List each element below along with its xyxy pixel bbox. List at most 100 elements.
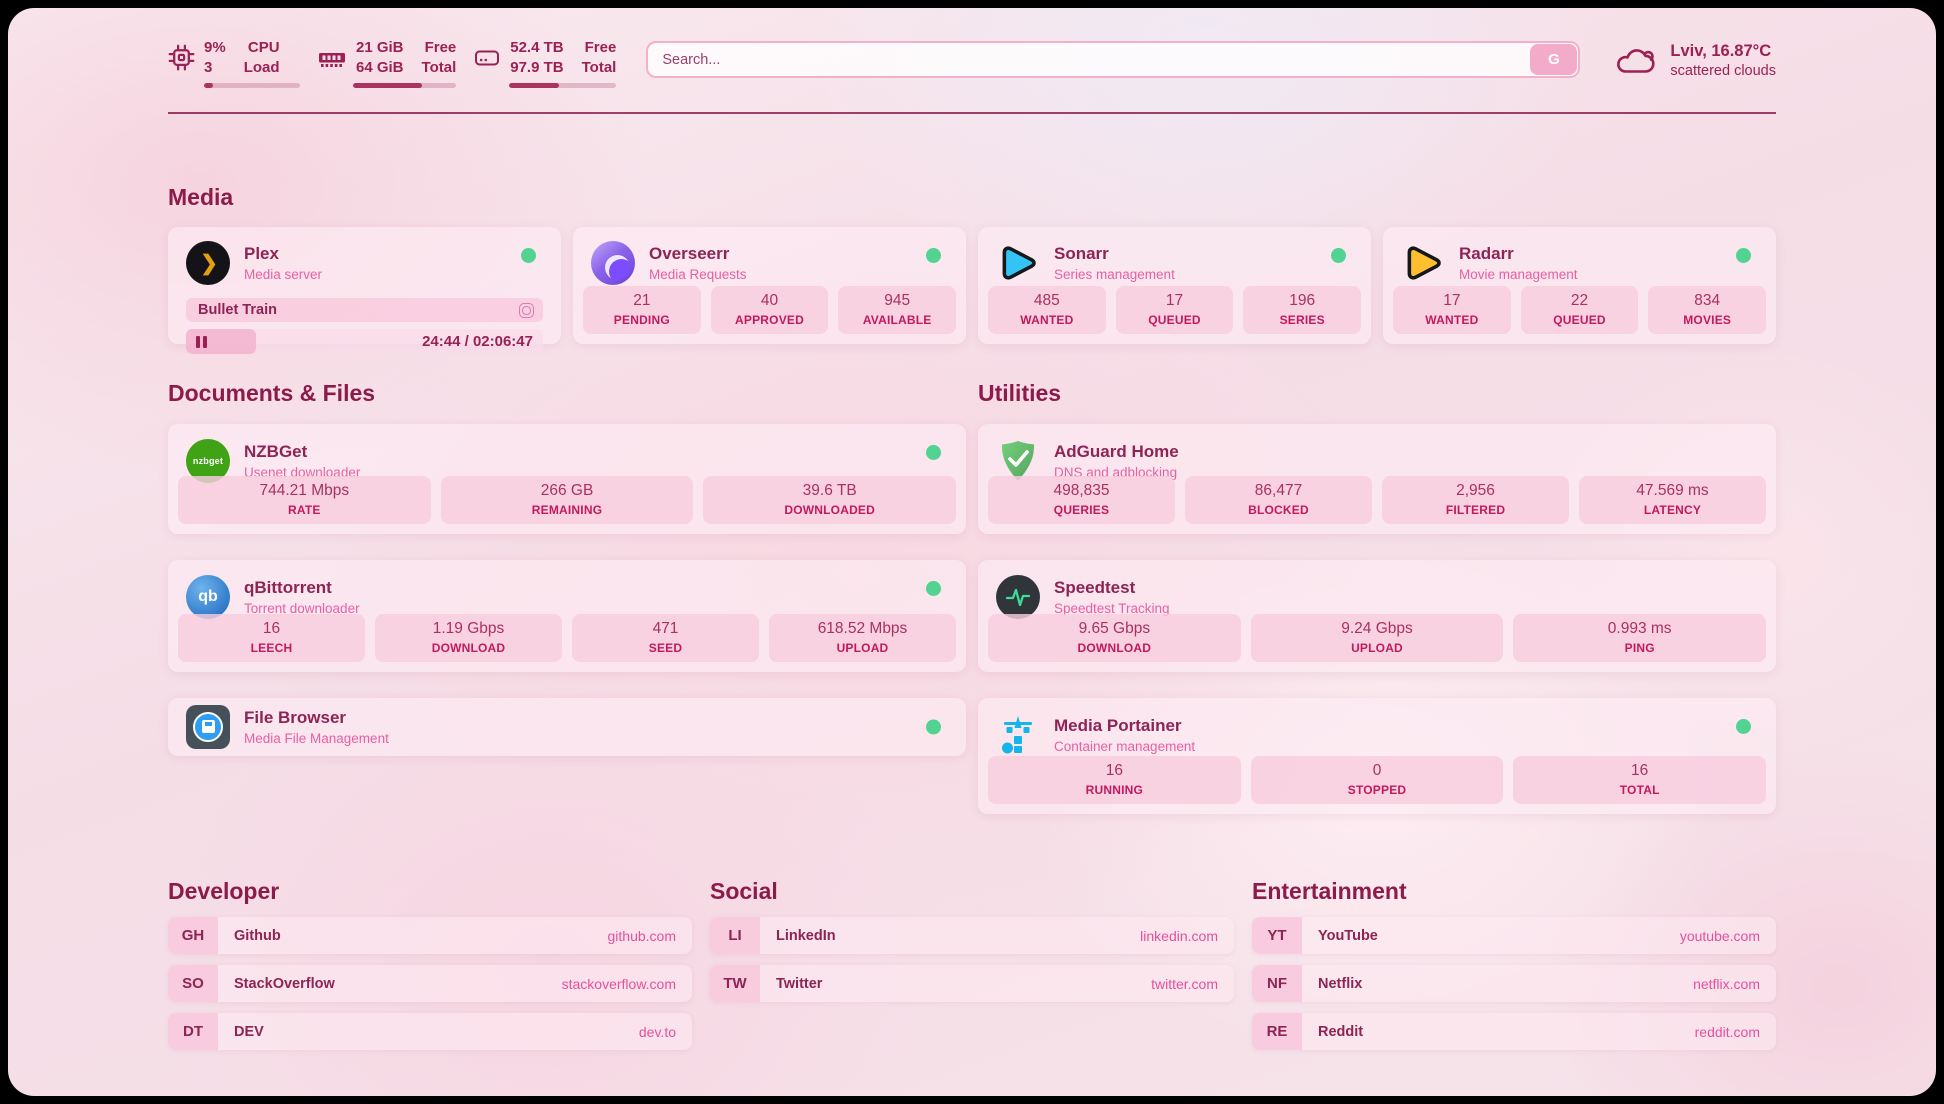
stat-tile: 744.21 Mbps RATE — [178, 475, 431, 524]
disk-widget: 52.4 TB 97.9 TB Free Total — [473, 38, 617, 88]
plex-card[interactable]: ❯ Plex Media server Bullet Train 24:44 /… — [168, 227, 561, 355]
search-engine-button[interactable]: G — [1530, 44, 1578, 75]
bookmark-twitter[interactable]: TW Twitter twitter.com — [710, 965, 1234, 1003]
stat-tile: 17 QUEUED — [1115, 286, 1234, 335]
bookmark-reddit[interactable]: RE Reddit reddit.com — [1252, 1013, 1776, 1051]
stat-tile: 22 QUEUED — [1520, 286, 1639, 335]
cpu-usage-value: 9% — [204, 39, 226, 56]
sonarr-card[interactable]: Sonarr Series management 485 WANTED 17 Q… — [978, 227, 1371, 345]
memory-widget: 21 GiB 64 GiB Free Total — [317, 38, 457, 88]
app-description: Container management — [1054, 738, 1196, 754]
bookmark-badge: DT — [168, 1013, 218, 1051]
radarr-card[interactable]: Radarr Movie management 17 WANTED 22 QUE… — [1383, 227, 1776, 345]
bookmark-name: Netflix — [1318, 975, 1363, 992]
app-description: Movie management — [1459, 267, 1578, 283]
app-description: Media File Management — [244, 730, 389, 746]
speedtest-pulse-icon — [996, 574, 1040, 619]
app-name: NZBGet — [244, 441, 308, 461]
stat-tile: 39.6 TB DOWNLOADED — [703, 475, 957, 524]
filebrowser-icon — [186, 704, 230, 749]
stat-tile: 2,956 FILTERED — [1382, 475, 1569, 524]
media-section-title: Media — [168, 183, 234, 210]
app-description: Speedtest Tracking — [1054, 600, 1170, 616]
status-online-dot — [521, 248, 536, 264]
memory-progress-bar — [353, 82, 457, 88]
stat-tile: 47.569 ms LATENCY — [1579, 475, 1766, 524]
disk-free-label: Free — [584, 39, 617, 56]
social-section-title: Social — [710, 877, 778, 904]
now-playing-row: Bullet Train — [186, 298, 543, 323]
bookmark-dev[interactable]: DT DEV dev.to — [168, 1013, 692, 1051]
portainer-card[interactable]: Media Portainer Container management 16 … — [978, 697, 1776, 814]
search-input[interactable] — [646, 41, 1581, 78]
documents-section-title: Documents & Files — [168, 380, 376, 407]
bookmark-stackoverflow[interactable]: SO StackOverflow stackoverflow.com — [168, 965, 692, 1003]
dashboard-frame: 9% 3 CPU Load — [8, 8, 1936, 1096]
bookmark-badge: GH — [168, 917, 218, 955]
filebrowser-card[interactable]: File Browser Media File Management — [168, 697, 966, 756]
disk-total-label: Total — [581, 58, 617, 76]
bookmark-badge: YT — [1252, 917, 1302, 955]
overseerr-card[interactable]: Overseerr Media Requests 21 PENDING 40 A… — [573, 227, 966, 345]
bookmark-linkedin[interactable]: LI LinkedIn linkedin.com — [710, 917, 1234, 955]
entertainment-section-title: Entertainment — [1252, 877, 1407, 904]
adguard-card[interactable]: AdGuard Home DNS and adblocking 498,835 … — [978, 423, 1776, 534]
media-type-icon — [519, 302, 534, 318]
pause-icon[interactable] — [196, 335, 207, 348]
bookmark-name: Reddit — [1318, 1023, 1364, 1040]
bookmark-netflix[interactable]: NF Netflix netflix.com — [1252, 965, 1776, 1003]
stat-tile: 618.52 Mbps UPLOAD — [769, 613, 956, 662]
bookmark-url: youtube.com — [1679, 927, 1760, 944]
app-description: Series management — [1054, 267, 1175, 283]
stat-tile: 196 SERIES — [1243, 286, 1362, 335]
app-name: File Browser — [244, 707, 347, 727]
media-grid: ❯ Plex Media server Bullet Train 24:44 /… — [168, 227, 1776, 355]
speedtest-card[interactable]: Speedtest Speedtest Tracking 9.65 Gbps D… — [978, 559, 1776, 672]
bookmark-url: stackoverflow.com — [561, 975, 676, 992]
bookmark-badge: NF — [1252, 965, 1302, 1003]
ram-icon — [317, 44, 347, 71]
stat-tile: 485 WANTED — [988, 286, 1106, 335]
search-bar: G — [646, 41, 1581, 78]
memory-progress-fill — [353, 82, 423, 88]
stat-tile: 16 RUNNING — [988, 755, 1241, 804]
qbittorrent-card[interactable]: qb qBittorrent Torrent downloader 16 — [168, 559, 966, 672]
social-column: Social LI LinkedIn linkedin.com TW Twitt… — [710, 814, 1234, 1003]
weather-location: Lviv, 16.87°C — [1670, 42, 1772, 60]
stat-tile: 40 APPROVED — [710, 286, 829, 335]
stat-tile: 16 LEECH — [178, 613, 365, 662]
developer-column: Developer GH Github github.com SO StackO… — [168, 814, 692, 1051]
app-name: AdGuard Home — [1054, 441, 1179, 461]
plex-chevron-glyph: ❯ — [200, 251, 218, 275]
top-bar: 9% 3 CPU Load — [168, 8, 1776, 88]
nzbget-icon: nzbget — [186, 438, 230, 483]
now-playing-title: Bullet Train — [198, 302, 277, 319]
status-online-dot — [1736, 718, 1751, 734]
nzbget-card[interactable]: nzbget NZBGet Usenet downloader 744.21 M… — [168, 423, 966, 534]
playback-time: 24:44 / 02:06:47 — [422, 333, 533, 351]
stat-tile: 945 AVAILABLE — [838, 286, 957, 335]
app-name: qBittorrent — [244, 577, 332, 597]
bookmark-url: dev.to — [638, 1023, 676, 1040]
utilities-column: Utilities — [978, 344, 1776, 814]
bookmark-youtube[interactable]: YT YouTube youtube.com — [1252, 917, 1776, 955]
stat-tile: 1.19 Gbps DOWNLOAD — [375, 613, 562, 662]
app-description: Media server — [244, 267, 323, 283]
bookmark-url: linkedin.com — [1140, 927, 1218, 944]
disk-progress-bar — [509, 82, 617, 88]
memory-total-value: 64 GiB — [356, 58, 404, 76]
cpu-chip-icon — [168, 44, 195, 71]
cloud-icon — [1614, 44, 1658, 77]
system-widgets: 9% 3 CPU Load — [168, 38, 617, 88]
stat-tile: 9.65 Gbps DOWNLOAD — [988, 613, 1241, 662]
weather-widget[interactable]: Lviv, 16.87°C scattered clouds — [1614, 40, 1776, 82]
memory-free-label: Free — [424, 39, 457, 56]
bookmark-badge: RE — [1252, 1013, 1302, 1051]
cpu-label: CPU — [247, 39, 280, 56]
disk-total-value: 97.9 TB — [510, 58, 564, 76]
status-online-dot — [1736, 248, 1751, 264]
playback-progress-bar: 24:44 / 02:06:47 — [186, 329, 543, 355]
stat-tile: 0 STOPPED — [1250, 755, 1504, 804]
bookmark-github[interactable]: GH Github github.com — [168, 917, 692, 955]
disk-progress-fill — [509, 82, 559, 88]
